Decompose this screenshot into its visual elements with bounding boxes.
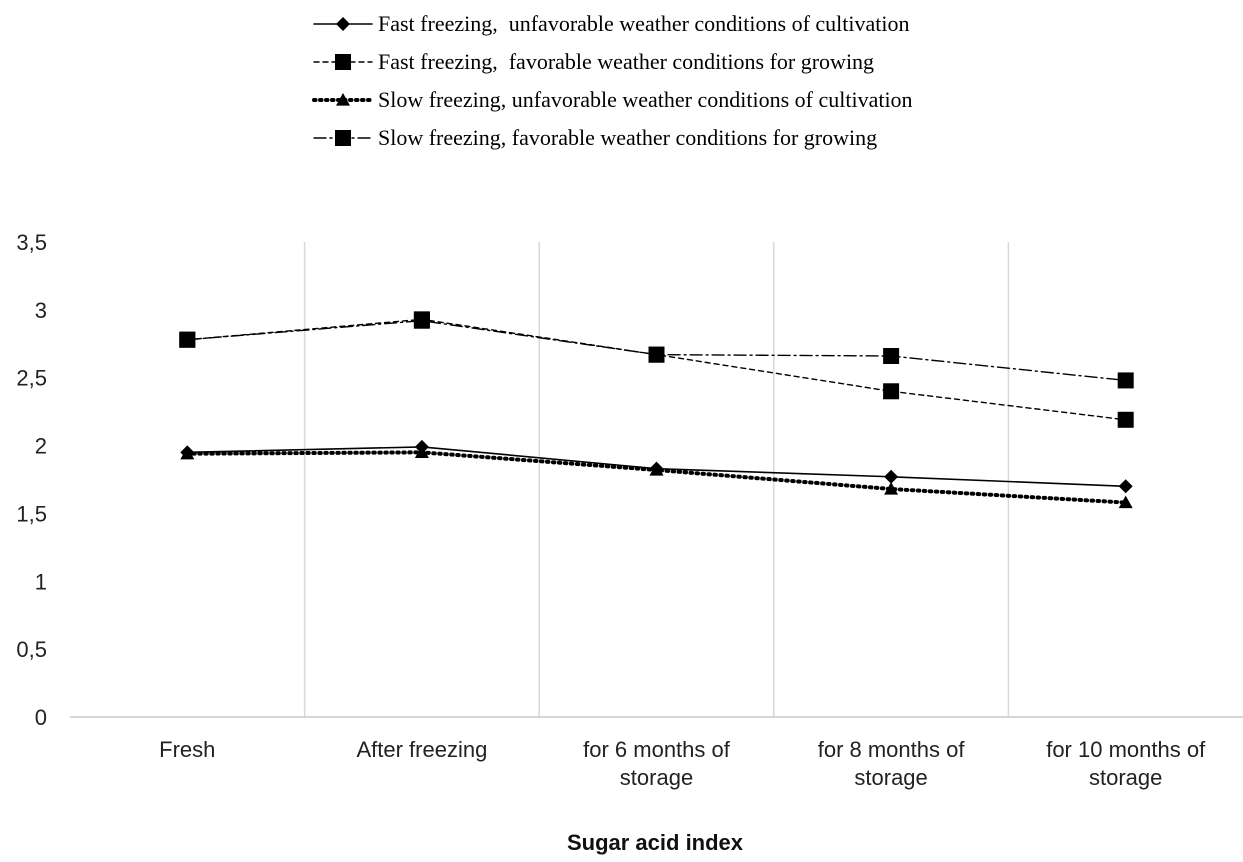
y-tick-label: 2,5	[16, 366, 47, 391]
legend-label: Slow freezing, unfavorable weather condi…	[378, 87, 913, 112]
y-tick-label: 3	[35, 298, 47, 323]
legend-item: Slow freezing, unfavorable weather condi…	[312, 87, 913, 112]
x-tick-label: for 8 months of storage	[818, 737, 966, 790]
data-point	[648, 346, 665, 363]
legend-marker	[335, 130, 351, 146]
plot-area	[179, 311, 1134, 509]
y-tick-label: 3,5	[16, 230, 47, 255]
legend: Fast freezing, unfavorable weather condi…	[312, 11, 913, 150]
y-tick-label: 1,5	[16, 501, 47, 526]
legend-label: Fast freezing, favorable weather conditi…	[378, 49, 874, 74]
gridlines	[303, 242, 1010, 717]
data-point	[883, 348, 900, 364]
y-tick-label: 1	[35, 569, 47, 594]
y-tick-label: 2	[35, 434, 47, 459]
x-tick-label: for 10 months of storage	[1046, 737, 1206, 790]
data-point	[179, 331, 196, 348]
data-point	[1117, 372, 1134, 389]
series-line	[185, 450, 1128, 505]
legend-label: Fast freezing, unfavorable weather condi…	[378, 11, 910, 36]
y-tick-label: 0,5	[16, 637, 47, 662]
legend-item: Slow freezing, favorable weather conditi…	[313, 125, 877, 150]
data-point	[414, 445, 429, 458]
series-4	[179, 312, 1134, 389]
data-point	[649, 463, 664, 476]
data-point	[884, 482, 899, 495]
data-point	[1118, 479, 1133, 494]
data-point	[1118, 495, 1133, 509]
y-tick-label: 0	[35, 705, 47, 730]
data-point	[1117, 411, 1134, 428]
data-point	[883, 383, 900, 400]
y-axis: 0 0,5 1 1,5 2 2,5 3 3,5	[16, 230, 47, 730]
legend-marker	[335, 54, 351, 70]
series-line	[186, 318, 1127, 421]
data-point	[884, 469, 899, 484]
x-axis-title: Sugar acid index	[567, 830, 744, 855]
legend-marker	[336, 17, 350, 31]
legend-item: Fast freezing, unfavorable weather condi…	[313, 11, 910, 36]
data-point	[413, 312, 430, 329]
legend-marker	[336, 93, 350, 106]
legend-label: Slow freezing, favorable weather conditi…	[378, 125, 877, 150]
x-tick-label: for 6 months of storage	[583, 737, 731, 790]
x-axis: Fresh After freezing for 6 months of storag…	[159, 737, 1206, 790]
legend-item: Fast freezing, favorable weather conditi…	[313, 49, 874, 74]
x-tick-label: After freezing	[356, 737, 487, 762]
series-3	[180, 445, 1133, 509]
data-point	[180, 446, 195, 460]
x-tick-label: Fresh	[159, 737, 215, 762]
